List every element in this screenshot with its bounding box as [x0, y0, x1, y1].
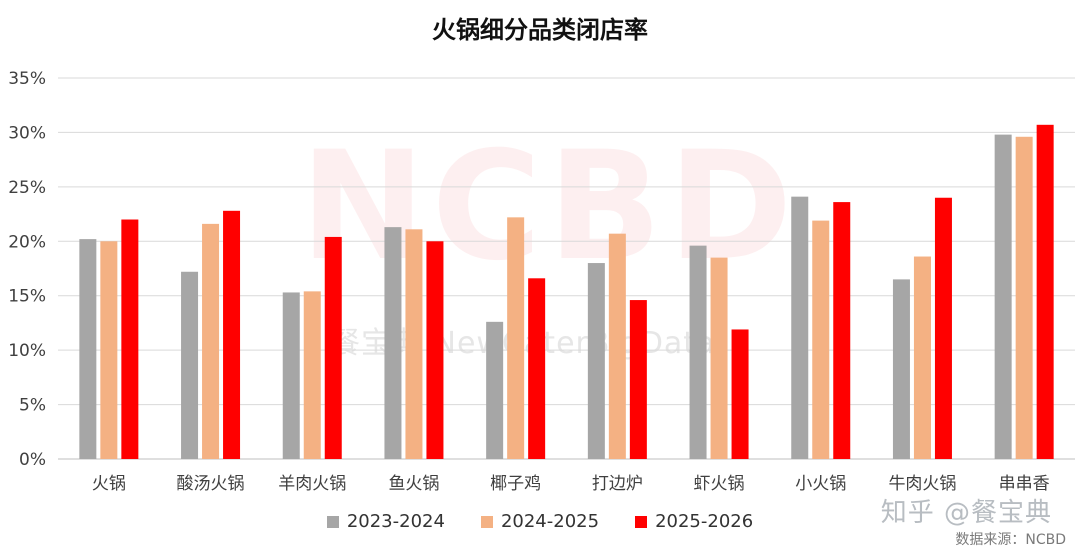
bar-2023-2024-酸汤火锅 — [181, 271, 199, 459]
legend-swatch-2023-2024 — [326, 515, 339, 528]
legend-item-2025-2026: 2025-2026 — [635, 511, 753, 532]
legend-swatch-2024-2025 — [480, 515, 493, 528]
x-tick-label: 鱼火锅 — [388, 474, 439, 494]
y-tick-label: 10% — [8, 341, 46, 361]
y-tick-label: 20% — [8, 232, 46, 252]
bar-2025-2026-鱼火锅 — [426, 241, 444, 459]
bar-2023-2024-牛肉火锅 — [892, 279, 910, 459]
y-tick-label: 0% — [19, 450, 46, 470]
x-tick-label: 小火锅 — [795, 474, 846, 494]
bar-2025-2026-火锅 — [121, 219, 139, 459]
bar-2023-2024-打边炉 — [587, 263, 605, 459]
bar-2023-2024-羊肉火锅 — [282, 292, 300, 459]
bar-2023-2024-小火锅 — [791, 196, 809, 459]
bar-2025-2026-椰子鸡 — [528, 278, 546, 459]
zhihu-watermark: 知乎 @餐宝典 — [880, 498, 1052, 528]
x-tick-label: 羊肉火锅 — [278, 474, 346, 494]
bar-2024-2025-虾火锅 — [710, 257, 728, 459]
bar-2025-2026-小火锅 — [833, 202, 851, 459]
legend-label-2024-2025: 2024-2025 — [500, 511, 600, 532]
y-tick-label: 30% — [8, 123, 46, 143]
legend-item-2024-2025: 2024-2025 — [480, 511, 600, 532]
x-tick-label: 打边炉 — [592, 474, 643, 494]
legend-swatch-2025-2026 — [635, 515, 648, 528]
ncbd-watermark: NCBD — [300, 120, 799, 294]
source-note: 数据来源：NCBD — [955, 532, 1066, 548]
legend-item-2023-2024: 2023-2024 — [326, 511, 445, 532]
bar-2025-2026-串串香 — [1036, 124, 1054, 460]
bar-2025-2026-打边炉 — [629, 300, 647, 459]
bar-2025-2026-羊肉火锅 — [324, 236, 342, 459]
bar-2024-2025-串串香 — [1015, 136, 1033, 460]
x-tick-label: 椰子鸡 — [490, 474, 541, 494]
y-tick-label: 25% — [8, 178, 46, 198]
x-tick-label: 串串香 — [999, 474, 1050, 494]
y-tick-label: 5% — [19, 396, 46, 416]
x-tick-label: 酸汤火锅 — [177, 474, 245, 494]
bar-2024-2025-打边炉 — [608, 233, 626, 459]
bar-2023-2024-椰子鸡 — [486, 321, 504, 459]
y-tick-label: 15% — [8, 287, 46, 307]
bar-2023-2024-火锅 — [79, 239, 97, 459]
y-tick-label: 35% — [8, 69, 46, 89]
bar-2024-2025-牛肉火锅 — [913, 256, 931, 459]
bar-2025-2026-虾火锅 — [731, 329, 749, 459]
bar-2025-2026-酸汤火锅 — [223, 210, 241, 459]
chart-title: 火锅细分品类闭店率 — [432, 16, 648, 44]
legend-label-2023-2024: 2023-2024 — [346, 511, 445, 532]
bar-2024-2025-小火锅 — [812, 220, 830, 459]
bar-2024-2025-火锅 — [100, 241, 118, 459]
bar-2024-2025-椰子鸡 — [507, 217, 525, 459]
bar-2023-2024-鱼火锅 — [384, 227, 402, 459]
x-tick-label: 虾火锅 — [694, 474, 745, 494]
bar-2024-2025-羊肉火锅 — [303, 291, 321, 459]
bar-2023-2024-虾火锅 — [689, 245, 707, 459]
bar-2024-2025-酸汤火锅 — [202, 223, 220, 459]
x-tick-label: 火锅 — [92, 474, 126, 494]
bar-2023-2024-串串香 — [994, 134, 1012, 459]
x-tick-label: 牛肉火锅 — [888, 474, 956, 494]
bar-2025-2026-牛肉火锅 — [934, 197, 952, 459]
legend-label-2025-2026: 2025-2026 — [655, 511, 754, 532]
chart-legend: 2023-2024 2024-2025 2025-2026 — [0, 511, 1080, 532]
bar-2024-2025-鱼火锅 — [405, 229, 423, 459]
